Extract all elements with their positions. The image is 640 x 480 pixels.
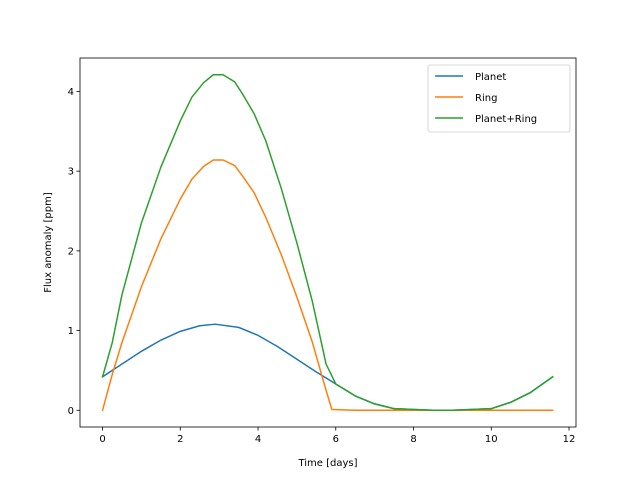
x-tick-label: 4 (255, 434, 261, 445)
legend-label-planet: Planet (475, 72, 506, 83)
series-lines (101, 73, 554, 412)
series-line-ring (101, 159, 554, 412)
y-tick-label: 1 (68, 326, 74, 337)
y-tick-label: 3 (68, 167, 74, 178)
legend-label-ring: Ring (475, 93, 497, 104)
y-tick-label: 2 (68, 246, 74, 257)
x-tick-label: 12 (563, 434, 576, 445)
x-tick-label: 0 (99, 434, 105, 445)
legend: Planet Ring Planet+Ring (427, 64, 571, 133)
x-tick-label: 8 (410, 434, 416, 445)
x-tick-label: 10 (485, 434, 498, 445)
series-line-planet-ring (101, 73, 554, 412)
x-tick-label: 6 (333, 434, 339, 445)
y-axis-label: Flux anomaly [ppm] (43, 192, 54, 293)
y-tick-label: 0 (68, 406, 74, 417)
x-axis-label: Time [days] (297, 458, 357, 469)
legend-label-planet-ring: Planet+Ring (475, 114, 537, 125)
plot-frame (79, 57, 577, 428)
legend-box (427, 64, 571, 133)
y-tick-label: 4 (68, 87, 74, 98)
x-tick-label: 2 (177, 434, 183, 445)
